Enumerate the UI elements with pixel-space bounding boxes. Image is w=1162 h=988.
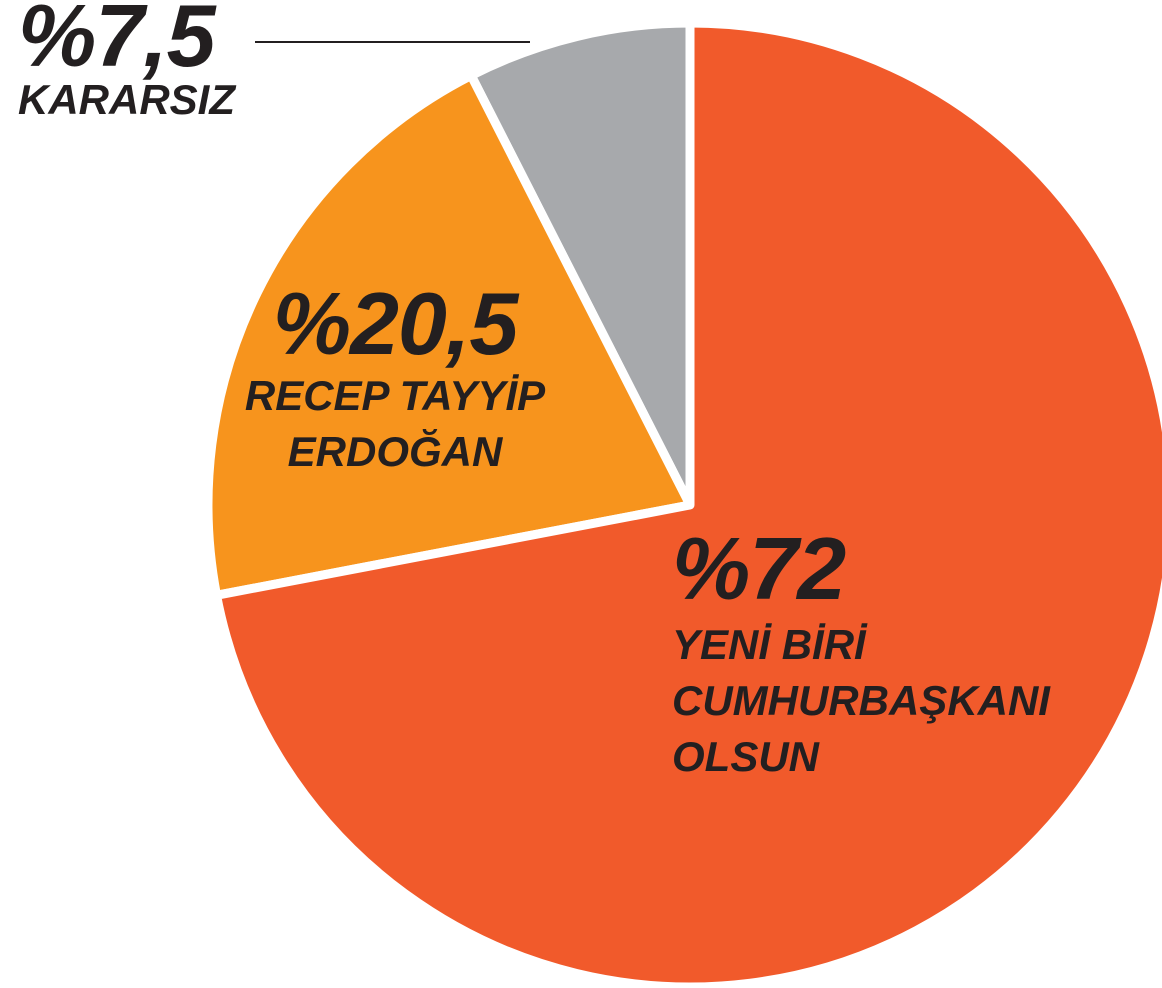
category-label: YENİ BİRİ CUMHURBAŞKANI OLSUN xyxy=(672,621,1050,780)
pie-slice xyxy=(212,18,1162,988)
pie-slice xyxy=(203,71,695,600)
slice-label: %20,5 RECEP TAYYİP ERDOĞAN xyxy=(200,280,590,480)
category-label: KARARSIZ xyxy=(18,76,235,123)
value-label: %20,5 xyxy=(272,274,519,373)
slice-label: %7,5 KARARSIZ xyxy=(18,0,235,128)
value-label: %7,5 xyxy=(18,0,216,85)
value-label: %72 xyxy=(672,519,846,618)
category-label: RECEP TAYYİP ERDOĞAN xyxy=(244,372,546,475)
pie-slice xyxy=(466,18,695,510)
slice-label: %72 YENİ BİRİ CUMHURBAŞKANI OLSUN xyxy=(672,525,1050,785)
